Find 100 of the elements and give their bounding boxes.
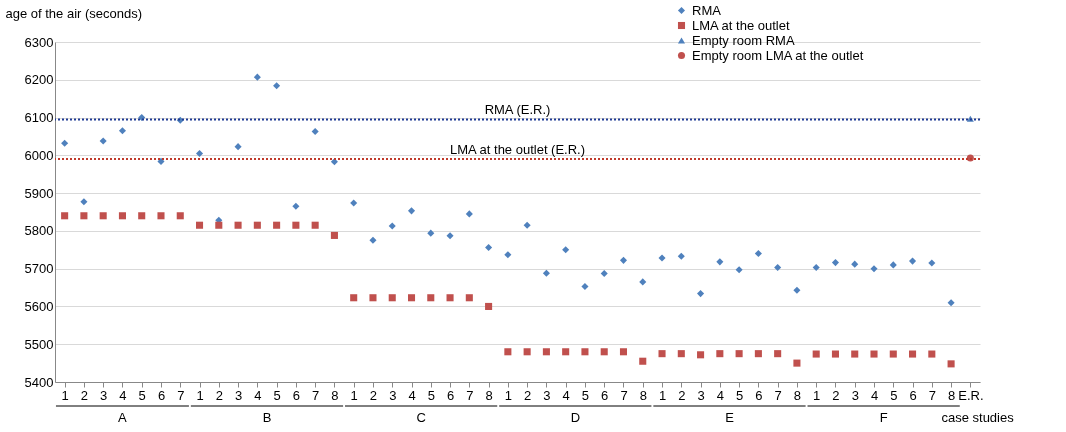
x-tick-label: 1	[196, 387, 204, 403]
point	[157, 212, 165, 220]
point	[234, 143, 242, 151]
point	[851, 350, 859, 358]
point	[677, 252, 685, 260]
point	[889, 261, 897, 269]
point	[793, 286, 801, 294]
point	[774, 350, 782, 358]
x-tick-label: 4	[716, 387, 724, 403]
text: B	[262, 410, 272, 425]
point	[542, 348, 550, 356]
point	[311, 221, 319, 229]
point	[311, 128, 319, 136]
x-tick-label: 3	[234, 387, 243, 403]
x-tick-label: 2	[524, 387, 532, 403]
y-tick-label: 5900	[24, 185, 54, 201]
point	[639, 357, 647, 365]
point	[697, 290, 705, 298]
point	[562, 246, 570, 254]
point	[504, 348, 512, 356]
point	[581, 282, 589, 290]
point	[870, 265, 878, 273]
legend-label: Empty room LMA at the outlet	[692, 47, 864, 63]
y-axis-title: age of the air (seconds)	[5, 5, 143, 21]
point	[350, 199, 358, 207]
point	[138, 212, 146, 220]
point	[369, 294, 377, 302]
point	[427, 294, 435, 302]
x-tick-label: 4	[408, 387, 416, 403]
point	[485, 302, 493, 310]
point	[176, 212, 184, 220]
ref-line-label: LMA at the outlet (E.R.)	[449, 142, 586, 158]
x-tick-label: 8	[947, 387, 956, 403]
point	[928, 259, 936, 267]
point	[99, 137, 107, 145]
point	[619, 256, 628, 264]
x-tick-label: 8	[485, 387, 493, 403]
point	[253, 73, 261, 81]
x-tick-label: 7	[928, 387, 936, 403]
point	[735, 350, 743, 358]
point	[273, 82, 281, 90]
point	[388, 294, 396, 302]
y-tick-label: 5400	[24, 374, 54, 390]
x-tick-label: 4	[254, 387, 262, 403]
x-tick-label: 8	[331, 387, 339, 403]
point	[793, 359, 801, 367]
point	[523, 348, 531, 356]
text: C	[416, 410, 426, 425]
point	[658, 254, 666, 262]
point	[292, 221, 300, 229]
point	[677, 350, 685, 358]
x-tick-label: 6	[601, 387, 609, 403]
point	[118, 127, 126, 135]
text: case studies	[941, 410, 1015, 425]
point	[909, 350, 917, 358]
x-tick-label: 2	[215, 387, 223, 403]
x-tick-label: 7	[466, 387, 474, 403]
legend-label: RMA	[692, 2, 722, 18]
point	[658, 350, 666, 358]
legend-label: LMA at the outlet	[692, 17, 790, 33]
y-tick-label: 5800	[24, 223, 54, 239]
y-tick-label: 5600	[24, 298, 54, 314]
text: E	[725, 410, 735, 425]
point	[947, 299, 955, 307]
point	[80, 198, 88, 206]
y-tick-label: 5700	[24, 261, 54, 277]
point	[330, 231, 338, 239]
point	[754, 250, 762, 258]
point	[831, 259, 839, 267]
point	[446, 232, 454, 240]
x-tick-label: 5	[427, 387, 435, 403]
point	[889, 350, 897, 358]
x-tick-label: 4	[562, 387, 570, 403]
point	[407, 294, 416, 302]
point	[851, 260, 859, 268]
point	[99, 212, 107, 220]
point	[273, 221, 281, 229]
x-tick-label: 7	[620, 387, 628, 403]
point	[600, 348, 608, 356]
x-tick-label: 8	[793, 387, 802, 403]
point	[754, 350, 762, 358]
point	[504, 251, 512, 259]
x-tick-label: 7	[177, 387, 185, 403]
y-tick-label: 6000	[24, 147, 54, 163]
point	[80, 212, 88, 220]
point	[523, 221, 531, 229]
legend-label: Empty room RMA	[692, 32, 795, 48]
x-tick-label: 3	[543, 387, 551, 403]
point	[369, 236, 377, 244]
point	[562, 348, 570, 356]
point	[928, 350, 936, 358]
point	[619, 348, 628, 356]
point	[465, 210, 473, 218]
point	[350, 294, 358, 302]
point	[639, 278, 647, 286]
point	[388, 222, 396, 230]
x-tick-label: 4	[119, 387, 127, 403]
x-tick-label: 2	[678, 387, 686, 403]
y-tick-label: 5500	[24, 336, 54, 352]
point	[292, 202, 300, 210]
